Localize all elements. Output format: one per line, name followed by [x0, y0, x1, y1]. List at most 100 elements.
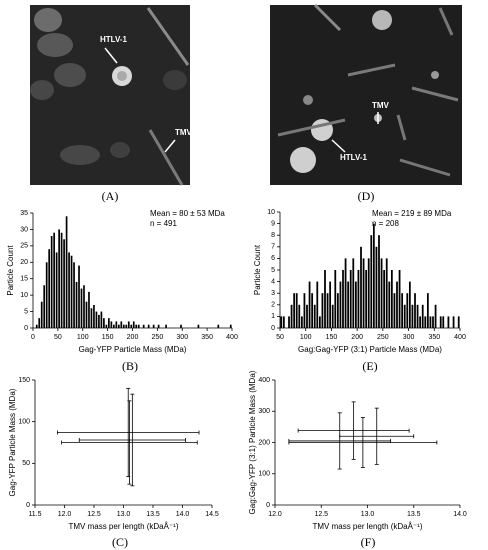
bar: [282, 316, 285, 328]
bar: [110, 321, 113, 328]
bar: [85, 301, 88, 328]
x-axis-label: TMV mass per length (kDaÅ⁻¹): [312, 522, 422, 531]
y-tick-label: 400: [258, 377, 270, 384]
x-tick-label: 400: [454, 334, 466, 341]
bar: [308, 281, 311, 328]
bar: [113, 324, 115, 328]
bar: [295, 293, 298, 328]
x-tick-label: 100: [300, 334, 312, 341]
bar: [306, 304, 308, 328]
x-tick-label: 12.0: [58, 511, 72, 518]
y-tick-label: 7: [271, 244, 275, 251]
y-tick-label: 5: [24, 308, 28, 315]
y-tick-label: 1: [271, 313, 275, 320]
bar: [388, 281, 391, 328]
bar: [447, 316, 450, 328]
bar: [115, 321, 118, 328]
y-tick-label: 0: [271, 325, 275, 332]
micrograph-a: [30, 5, 190, 186]
bar: [393, 293, 396, 328]
annotation: Mean = 80 ± 53 MDa: [150, 209, 225, 218]
bar: [344, 258, 347, 328]
bar: [197, 324, 200, 328]
bar: [55, 252, 58, 328]
bar: [396, 281, 398, 328]
image-label: HTLV-1: [340, 153, 368, 162]
bar: [50, 236, 53, 328]
bar: [326, 293, 329, 328]
bar: [130, 324, 133, 328]
x-tick-label: 200: [351, 334, 363, 341]
panel-caption: (F): [361, 535, 376, 549]
bar: [288, 316, 290, 328]
bar: [406, 293, 409, 328]
x-tick-label: 350: [428, 334, 440, 341]
bar: [419, 316, 422, 328]
bar: [53, 232, 55, 328]
bar: [132, 321, 135, 328]
bar: [434, 304, 437, 328]
x-tick-label: 250: [377, 334, 389, 341]
bar: [293, 293, 296, 328]
panel-caption: (B): [122, 359, 138, 373]
bar: [349, 270, 352, 328]
y-tick-label: 100: [258, 471, 270, 478]
x-tick-label: 13.5: [146, 511, 160, 518]
y-tick-label: 25: [20, 243, 28, 250]
bar: [93, 305, 95, 328]
bar: [331, 304, 334, 328]
bar: [380, 258, 383, 328]
bar: [60, 232, 63, 328]
x-tick-label: 14.0: [176, 511, 190, 518]
bar: [73, 262, 75, 328]
bar: [120, 321, 123, 328]
panel-caption: (D): [358, 189, 375, 203]
bar: [75, 282, 78, 328]
bar: [43, 285, 46, 328]
annotation: n = 491: [150, 219, 177, 228]
bar: [316, 281, 319, 328]
x-axis-label: Gag-YFP Particle Mass (MDa): [79, 345, 187, 354]
bar: [385, 258, 388, 328]
bar: [375, 246, 378, 328]
bar: [383, 270, 386, 328]
y-axis-label: Particle Count: [253, 244, 262, 295]
micrograph-d: [270, 3, 462, 185]
bar: [362, 258, 365, 328]
bar: [35, 324, 38, 328]
bar: [334, 270, 337, 328]
y-tick-label: 0: [266, 502, 270, 509]
x-tick-label: 0: [31, 334, 35, 341]
y-tick-label: 50: [22, 460, 30, 467]
bar: [68, 252, 70, 328]
image-label: TMV: [175, 128, 193, 137]
panel-caption: (C): [112, 535, 128, 549]
panel-caption: (A): [102, 189, 119, 203]
bar: [135, 324, 138, 328]
bar: [63, 239, 65, 328]
bar: [95, 311, 98, 328]
bar: [65, 216, 68, 328]
y-tick-label: 6: [271, 255, 275, 262]
x-tick-label: 300: [176, 334, 188, 341]
bar: [78, 265, 80, 328]
x-tick-label: 250: [152, 334, 164, 341]
y-tick-label: 150: [18, 377, 30, 384]
bar: [378, 235, 380, 328]
bar: [408, 281, 411, 328]
bar: [398, 270, 401, 328]
bar: [290, 304, 293, 328]
x-tick-label: 13.5: [407, 511, 421, 518]
bar: [217, 324, 220, 328]
y-tick-label: 100: [18, 419, 30, 426]
y-axis-label: Gag:Gag-YFP (3:1) Particle Mass (MDa): [248, 370, 257, 514]
bar: [83, 285, 85, 328]
bar: [127, 321, 130, 328]
x-tick-label: 150: [326, 334, 338, 341]
x-tick-label: 11.5: [28, 511, 41, 518]
x-tick-label: 350: [201, 334, 213, 341]
bar: [416, 304, 419, 328]
bar: [367, 258, 370, 328]
bar: [318, 316, 321, 328]
